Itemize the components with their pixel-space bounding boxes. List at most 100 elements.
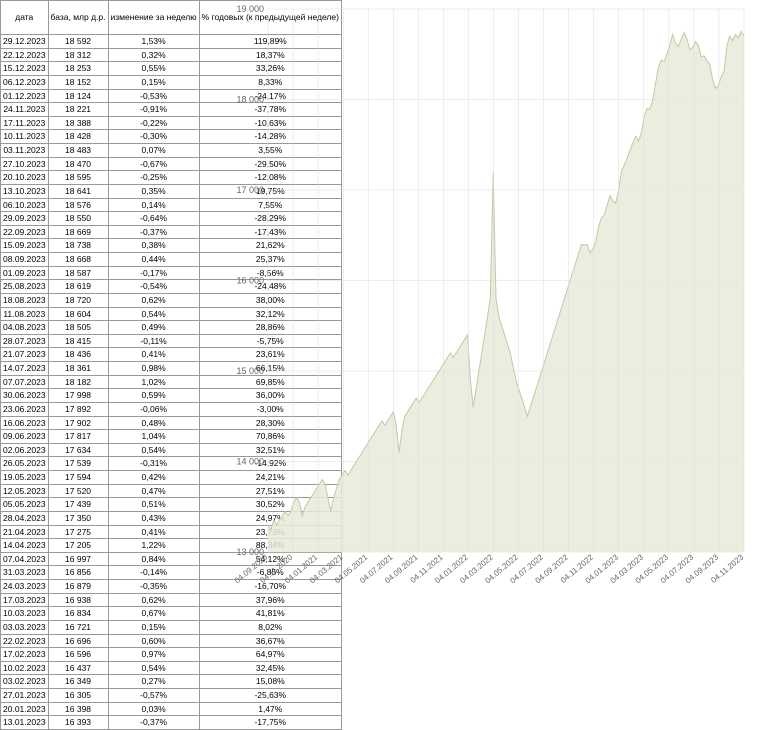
table-cell: 0,03%: [108, 702, 199, 716]
table-cell: 18 388: [48, 116, 108, 130]
table-cell: 17.11.2023: [1, 116, 49, 130]
table-cell: 0,51%: [108, 498, 199, 512]
table-cell: 27.10.2023: [1, 157, 49, 171]
table-row: 13.01.202316 393-0,37%-17,75%: [1, 716, 342, 730]
table-row: 10.03.202316 8340,67%41,81%: [1, 607, 342, 621]
table-cell: 18 483: [48, 144, 108, 158]
table-cell: 02.06.2023: [1, 443, 49, 457]
table-cell: 18 436: [48, 348, 108, 362]
table-cell: 18 587: [48, 266, 108, 280]
table-cell: 16 305: [48, 689, 108, 703]
table-cell: 13.10.2023: [1, 184, 49, 198]
table-cell: 18 428: [48, 130, 108, 144]
table-cell: 0,67%: [108, 607, 199, 621]
table-cell: 18 470: [48, 157, 108, 171]
chart-region: 13 00014 00015 00016 00017 00018 00019 0…: [230, 0, 758, 603]
table-cell: 0,42%: [108, 471, 199, 485]
table-cell: 10.11.2023: [1, 130, 49, 144]
table-cell: 17 892: [48, 402, 108, 416]
area-chart: 13 00014 00015 00016 00017 00018 00019 0…: [230, 5, 750, 600]
table-cell: 0,54%: [108, 443, 199, 457]
table-cell: 03.02.2023: [1, 675, 49, 689]
table-cell: 0,54%: [108, 307, 199, 321]
table-cell: 24.11.2023: [1, 103, 49, 117]
table-cell: 07.07.2023: [1, 375, 49, 389]
table-row: 10.02.202316 4370,54%32,45%: [1, 661, 342, 675]
table-cell: 0,07%: [108, 144, 199, 158]
table-cell: 10.02.2023: [1, 661, 49, 675]
table-cell: 28.04.2023: [1, 511, 49, 525]
table-cell: 0,97%: [108, 648, 199, 662]
table-cell: 0,47%: [108, 484, 199, 498]
table-cell: 0,44%: [108, 253, 199, 267]
table-cell: 0,14%: [108, 198, 199, 212]
y-axis-label: 15 000: [236, 366, 264, 376]
table-cell: 0,43%: [108, 511, 199, 525]
table-cell: 16 398: [48, 702, 108, 716]
table-cell: 11.08.2023: [1, 307, 49, 321]
table-cell: 21.04.2023: [1, 525, 49, 539]
table-cell: 27.01.2023: [1, 689, 49, 703]
table-cell: 20.01.2023: [1, 702, 49, 716]
table-cell: 0,59%: [108, 389, 199, 403]
y-axis-label: 18 000: [236, 95, 264, 105]
table-cell: -0,14%: [108, 566, 199, 580]
table-cell: 16 721: [48, 620, 108, 634]
table-cell: 16.06.2023: [1, 416, 49, 430]
table-cell: 0,84%: [108, 552, 199, 566]
table-cell: 0,60%: [108, 634, 199, 648]
table-row: 20.01.202316 3980,03%1,47%: [1, 702, 342, 716]
table-cell: 22.12.2023: [1, 48, 49, 62]
table-cell: 0,41%: [108, 525, 199, 539]
table-cell: 09.06.2023: [1, 430, 49, 444]
table-row: 17.02.202316 5960,97%64,97%: [1, 648, 342, 662]
table-cell: 16 349: [48, 675, 108, 689]
table-cell: 07.04.2023: [1, 552, 49, 566]
table-cell: 18 221: [48, 103, 108, 117]
table-cell: -0,17%: [108, 266, 199, 280]
table-cell: 17 634: [48, 443, 108, 457]
table-cell: -0,06%: [108, 402, 199, 416]
table-cell: 01.12.2023: [1, 89, 49, 103]
table-cell: 18 592: [48, 35, 108, 49]
table-cell: 25.08.2023: [1, 280, 49, 294]
table-cell: 28.07.2023: [1, 334, 49, 348]
table-cell: 18 550: [48, 212, 108, 226]
table-cell: -0,22%: [108, 116, 199, 130]
table-cell: 17 998: [48, 389, 108, 403]
table-cell: 05.05.2023: [1, 498, 49, 512]
table-cell: 64,97%: [199, 648, 341, 662]
table-cell: 29.12.2023: [1, 35, 49, 49]
table-cell: 21.07.2023: [1, 348, 49, 362]
table-row: 22.02.202316 6960,60%36,67%: [1, 634, 342, 648]
table-cell: 1,02%: [108, 375, 199, 389]
table-cell: 17 439: [48, 498, 108, 512]
table-cell: 04.08.2023: [1, 321, 49, 335]
table-cell: -0,37%: [108, 716, 199, 730]
table-cell: 0,27%: [108, 675, 199, 689]
table-cell: 18.08.2023: [1, 293, 49, 307]
table-cell: 03.03.2023: [1, 620, 49, 634]
table-cell: 17.02.2023: [1, 648, 49, 662]
table-cell: -0,64%: [108, 212, 199, 226]
table-cell: 1,22%: [108, 539, 199, 553]
table-cell: 22.02.2023: [1, 634, 49, 648]
table-cell: -0,37%: [108, 225, 199, 239]
table-cell: 18 182: [48, 375, 108, 389]
table-cell: 41,81%: [199, 607, 341, 621]
table-cell: 18 152: [48, 75, 108, 89]
table-cell: 18 668: [48, 253, 108, 267]
data-table-region: датабаза, млр д.р.изменение за неделю% г…: [0, 0, 230, 603]
table-cell: 16 437: [48, 661, 108, 675]
y-axis-label: 14 000: [236, 457, 264, 467]
table-cell: 18 253: [48, 62, 108, 76]
table-cell: 0,49%: [108, 321, 199, 335]
table-cell: 16 938: [48, 593, 108, 607]
column-header: дата: [1, 1, 49, 35]
table-cell: 0,15%: [108, 75, 199, 89]
table-cell: 36,67%: [199, 634, 341, 648]
table-cell: 0,41%: [108, 348, 199, 362]
table-cell: 16 856: [48, 566, 108, 580]
table-cell: 8,02%: [199, 620, 341, 634]
table-cell: 31.03.2023: [1, 566, 49, 580]
